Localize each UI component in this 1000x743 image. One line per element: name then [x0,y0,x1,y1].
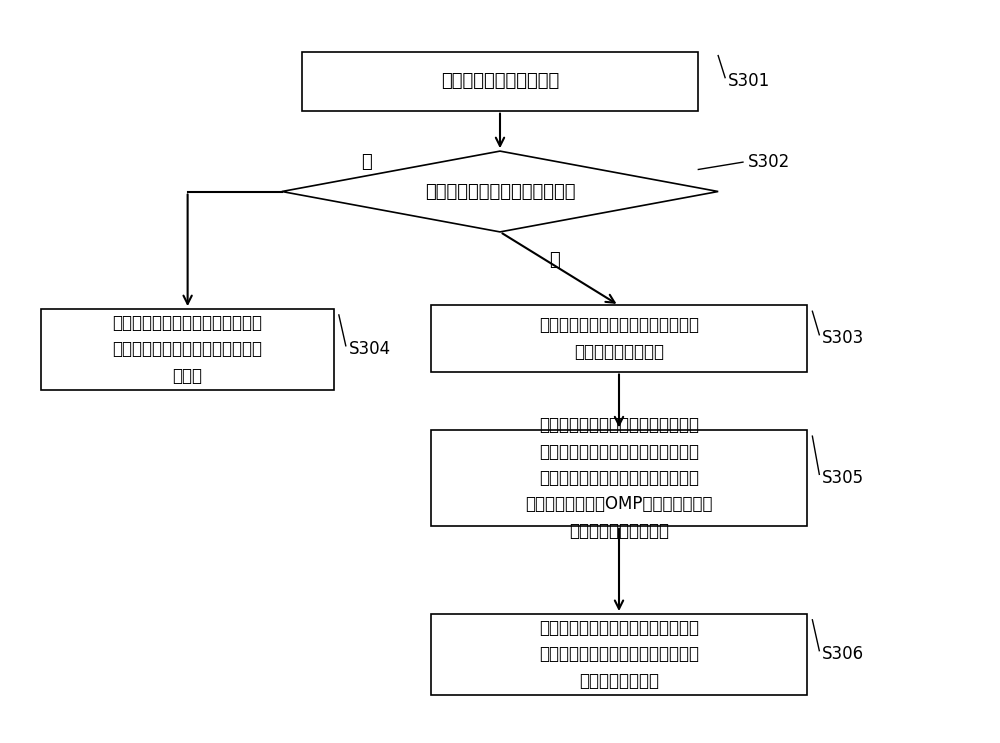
Polygon shape [282,151,718,232]
Text: 利用备选过完备字典对所述压缩心
电数据进行重构，获得第二重构心
电数据: 利用备选过完备字典对所述压缩心 电数据进行重构，获得第二重构心 电数据 [113,314,263,385]
Text: 判断个性化过完备字典是否生成: 判断个性化过完备字典是否生成 [425,183,575,201]
FancyBboxPatch shape [431,430,807,526]
Text: 否: 否 [361,153,372,171]
Text: 将所述个性化过完备字典与压缩矩阵
相乘，获得相乘矩阵: 将所述个性化过完备字典与压缩矩阵 相乘，获得相乘矩阵 [539,317,699,360]
FancyBboxPatch shape [431,614,807,695]
Text: S304: S304 [349,340,391,358]
Text: 接收用户的压缩心电数据: 接收用户的压缩心电数据 [441,72,559,91]
Text: 将所述个性化过完备字典与所述心电
数据的稀疏系数矩阵相乘，获得所述
第一重构心电数据: 将所述个性化过完备字典与所述心电 数据的稀疏系数矩阵相乘，获得所述 第一重构心电… [539,619,699,690]
Text: S303: S303 [822,329,865,348]
Text: S305: S305 [822,469,864,487]
Text: 是: 是 [549,251,560,269]
Text: 将所述相乘矩阵作为所述传感矩阵，
所述所需原子个数参数作为所述第一
稀疏度，所述压缩心电数据作为采样
向量，并利用所述OMP算法，计算出心
电数据的稀疏系数矩阵: 将所述相乘矩阵作为所述传感矩阵， 所述所需原子个数参数作为所述第一 稀疏度，所述… [525,416,713,540]
Text: S306: S306 [822,646,864,663]
Text: S301: S301 [728,72,770,91]
FancyBboxPatch shape [302,52,698,111]
FancyBboxPatch shape [431,305,807,372]
Text: S302: S302 [748,153,790,171]
FancyBboxPatch shape [41,309,334,390]
